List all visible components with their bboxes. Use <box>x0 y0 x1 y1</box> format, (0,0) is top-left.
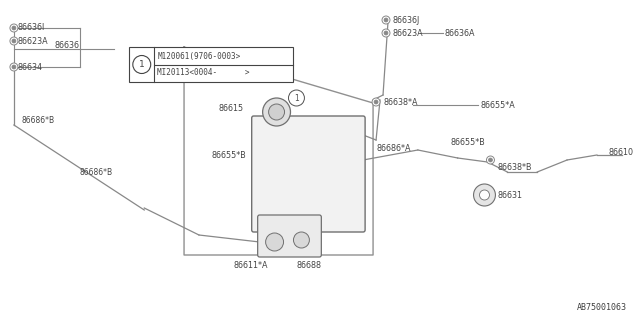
Text: 1: 1 <box>139 60 145 69</box>
Text: 86638*B: 86638*B <box>497 163 532 172</box>
Text: 86631: 86631 <box>497 190 522 199</box>
Text: MI20113<0004-      >: MI20113<0004- > <box>157 68 250 77</box>
Text: AB75001063: AB75001063 <box>577 303 627 312</box>
Circle shape <box>382 29 390 37</box>
Circle shape <box>474 184 495 206</box>
Text: 86688: 86688 <box>296 260 321 269</box>
Circle shape <box>269 104 285 120</box>
Text: 86636: 86636 <box>54 41 80 50</box>
Circle shape <box>10 24 18 32</box>
Circle shape <box>486 156 495 164</box>
Text: 86623A: 86623A <box>18 36 49 45</box>
Circle shape <box>479 190 490 200</box>
Bar <box>129 47 294 82</box>
Text: 86686*B: 86686*B <box>22 116 55 124</box>
Circle shape <box>12 39 16 43</box>
Circle shape <box>262 98 291 126</box>
Text: 86655*B: 86655*B <box>212 150 247 159</box>
Text: 86638*A: 86638*A <box>383 98 417 107</box>
Circle shape <box>10 63 18 71</box>
Circle shape <box>384 18 388 22</box>
Text: 86623A: 86623A <box>393 28 424 37</box>
Text: 1: 1 <box>294 93 299 102</box>
Text: 86636J: 86636J <box>393 15 420 25</box>
Text: 86655*A: 86655*A <box>481 100 515 109</box>
Circle shape <box>12 26 16 30</box>
Circle shape <box>12 65 16 69</box>
FancyBboxPatch shape <box>258 215 321 257</box>
Circle shape <box>266 233 284 251</box>
Circle shape <box>294 232 309 248</box>
Text: 86610: 86610 <box>609 148 634 156</box>
Text: 86686*A: 86686*A <box>376 143 410 153</box>
Circle shape <box>488 158 492 162</box>
Circle shape <box>372 98 380 106</box>
Text: 86686*B: 86686*B <box>79 167 113 177</box>
FancyBboxPatch shape <box>252 116 365 232</box>
Text: 86615: 86615 <box>219 103 244 113</box>
Text: 86636A: 86636A <box>445 28 475 37</box>
Circle shape <box>374 100 378 104</box>
Text: 86634: 86634 <box>18 62 43 71</box>
Circle shape <box>382 16 390 24</box>
Text: 86655*B: 86655*B <box>451 138 485 147</box>
Circle shape <box>133 55 150 74</box>
Circle shape <box>384 31 388 35</box>
Text: 86611*A: 86611*A <box>234 260 268 269</box>
Text: M120061(9706-0003>: M120061(9706-0003> <box>157 52 241 61</box>
Circle shape <box>289 90 305 106</box>
Circle shape <box>10 37 18 45</box>
Text: 86636I: 86636I <box>18 22 45 31</box>
